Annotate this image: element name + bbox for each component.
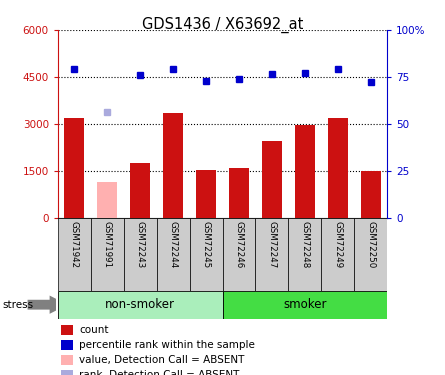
Bar bbox=[354, 217, 387, 291]
Text: rank, Detection Call = ABSENT: rank, Detection Call = ABSENT bbox=[79, 370, 239, 375]
Text: GSM72247: GSM72247 bbox=[267, 221, 276, 268]
Bar bbox=[361, 171, 380, 217]
Bar bbox=[97, 182, 117, 218]
Bar bbox=[229, 168, 249, 217]
Bar bbox=[222, 291, 387, 319]
Text: non-smoker: non-smoker bbox=[105, 298, 175, 311]
Text: GSM72250: GSM72250 bbox=[366, 221, 375, 268]
Bar bbox=[255, 217, 288, 291]
Bar bbox=[196, 170, 216, 217]
Text: count: count bbox=[79, 325, 109, 335]
Bar bbox=[328, 117, 348, 218]
Text: GSM72243: GSM72243 bbox=[136, 221, 145, 268]
Bar bbox=[157, 217, 190, 291]
Text: GSM72249: GSM72249 bbox=[333, 221, 342, 268]
Bar bbox=[130, 163, 150, 218]
FancyArrow shape bbox=[28, 296, 68, 314]
Text: percentile rank within the sample: percentile rank within the sample bbox=[79, 340, 255, 350]
Bar bbox=[124, 217, 157, 291]
Text: GDS1436 / X63692_at: GDS1436 / X63692_at bbox=[142, 17, 303, 33]
Bar bbox=[58, 291, 222, 319]
Text: GSM71942: GSM71942 bbox=[70, 221, 79, 268]
Bar bbox=[321, 217, 354, 291]
Bar bbox=[295, 125, 315, 218]
Bar bbox=[61, 355, 73, 365]
Bar bbox=[163, 113, 183, 218]
Bar bbox=[61, 370, 73, 375]
Bar bbox=[65, 117, 84, 218]
Text: GSM72245: GSM72245 bbox=[202, 221, 210, 268]
Text: smoker: smoker bbox=[283, 298, 327, 311]
Bar bbox=[91, 217, 124, 291]
Bar bbox=[61, 340, 73, 350]
Bar bbox=[190, 217, 222, 291]
Text: GSM71991: GSM71991 bbox=[103, 221, 112, 268]
Text: GSM72244: GSM72244 bbox=[169, 221, 178, 268]
Bar bbox=[58, 217, 91, 291]
Bar bbox=[262, 141, 282, 218]
Bar bbox=[288, 217, 321, 291]
Text: GSM72248: GSM72248 bbox=[300, 221, 309, 268]
Bar bbox=[61, 325, 73, 335]
Text: GSM72246: GSM72246 bbox=[235, 221, 243, 268]
Text: value, Detection Call = ABSENT: value, Detection Call = ABSENT bbox=[79, 355, 245, 365]
Bar bbox=[222, 217, 255, 291]
Text: stress: stress bbox=[2, 300, 33, 310]
